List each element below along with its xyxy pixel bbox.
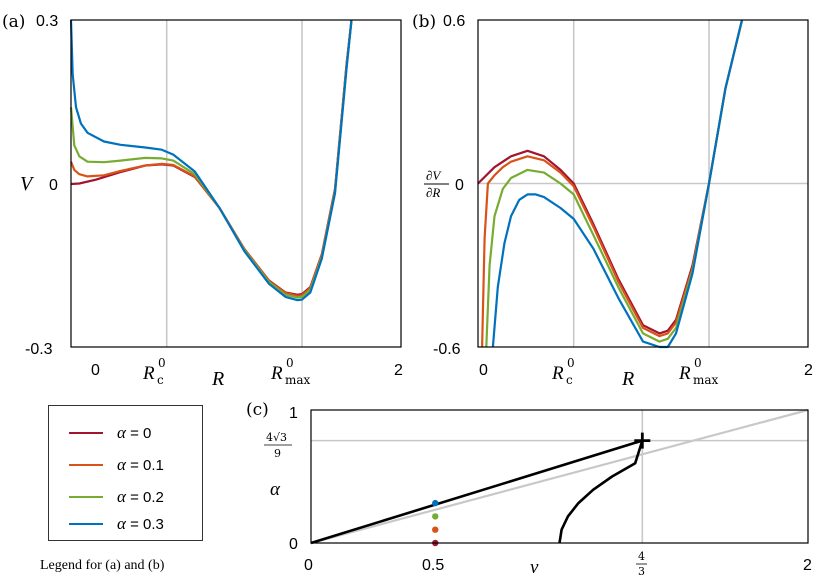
panel-c-xlabel: ν [530,557,539,578]
legend-symbol: α [117,487,126,506]
panel-a-series-alpha-1 [69,19,353,297]
svg-text:4: 4 [638,550,645,563]
panel-b-ylabel: ∂V ∂R [424,168,449,200]
legend-symbol: α [117,423,126,442]
legend-swatch [69,523,103,525]
panel-c-linear-branch [310,439,643,545]
panel-a-ytick-zero: 0 [49,177,58,194]
svg-text:0: 0 [567,356,575,370]
panel-a-xlabel: R [211,368,224,390]
panel-c-xtick-frac: 4 3 [636,550,647,578]
legend-swatch [69,496,103,498]
svg-text:0: 0 [286,356,294,370]
legend-text: = 0 [125,424,152,442]
panel-c-point-alpha-1 [432,526,439,533]
panel-c-curved-branch [558,440,644,544]
svg-text:c: c [157,373,164,387]
panel-a-ytick-top: 0.3 [36,13,58,30]
panel-b-ytick-zero: 0 [455,177,464,194]
legend-text: = 0.2 [125,488,164,506]
panel-b-rc-label: R 0 c [551,356,575,387]
legend-item-alpha-03: α = 0.3 [69,514,164,534]
panel-b-ytick-bottom: -0.6 [433,341,461,358]
panel-c-xtick-2: 2 [803,557,812,574]
panel-b-series-alpha-0 [477,19,744,335]
panel-c-ylabel: α [270,479,281,500]
panel-a-rmax-label: R 0 max [270,356,311,387]
legend-caption: Legend for (a) and (b) [40,558,165,573]
svg-text:R: R [270,363,283,384]
panel-c-point-alpha-2 [432,513,439,520]
legend-swatch [69,432,103,434]
panel-c-ytick-frac: 4√3 9 [264,431,292,460]
svg-text:c: c [566,373,573,387]
legend-item-alpha-0: α = 0 [69,423,151,443]
panel-b-xtick-0: 0 [479,362,488,379]
panel-c-gray-line [310,408,809,545]
panel-a: (a) 0.3 0 -0.3 V 0 2 R R 0 c R 0 max [2,12,403,390]
svg-text:R: R [142,363,155,384]
legend-symbol: α [117,514,126,533]
panel-a-ylabel: V [20,173,35,195]
panel-c-ytick-0: 0 [289,536,298,553]
svg-text:∂V: ∂V [426,168,442,183]
panel-b-axes [477,19,809,348]
legend-item-alpha-02: α = 0.2 [69,487,164,507]
svg-text:max: max [285,373,311,387]
svg-text:3: 3 [638,565,645,578]
panel-b-xtick-2: 2 [804,362,813,379]
legend-text: = 0.3 [125,515,164,533]
panel-a-series-alpha-2 [69,19,353,299]
svg-text:R: R [551,363,564,384]
legend-text: = 0.1 [125,456,164,474]
panel-a-series-alpha-0 [70,19,353,296]
panel-a-label: (a) [2,12,25,32]
panel-c-label: (c) [246,400,269,420]
panel-b: (b) 0.6 0 -0.6 ∂V ∂R 0 2 R R 0 c R 0 max [412,12,813,390]
svg-text:0: 0 [158,356,166,370]
panel-a-axes [70,19,402,348]
svg-text:9: 9 [274,447,281,460]
panel-c-ytick-1: 1 [289,405,298,422]
legend: α = 0 α = 0.1 α = 0.2 α = 0.3 [48,405,203,541]
panel-c-xtick-0: 0 [304,557,313,574]
panel-a-xtick-2: 2 [394,362,403,379]
legend-item-alpha-01: α = 0.1 [69,455,164,475]
panel-c-plus-marker [634,432,651,449]
svg-text:∂R: ∂R [426,185,440,200]
panel-b-xlabel: R [621,368,634,390]
panel-b-series-alpha-3 [491,19,744,349]
panel-b-ytick-top: 0.6 [443,13,465,30]
legend-symbol: α [117,455,126,474]
panel-a-ytick-bottom: -0.3 [25,341,53,358]
panel-b-label: (b) [412,12,436,32]
panel-c-point-alpha-3 [432,499,439,507]
panel-a-xtick-0: 0 [91,362,100,379]
svg-text:0: 0 [694,356,702,370]
panel-a-series-alpha-3 [69,19,353,302]
svg-text:R: R [678,363,691,384]
panel-c-axes [310,409,809,544]
legend-swatch [69,464,103,466]
svg-text:4√3: 4√3 [266,431,287,444]
svg-text:max: max [693,373,719,387]
panel-b-rmax-label: R 0 max [678,356,719,387]
panel-a-rc-label: R 0 c [142,356,166,387]
panel-c: (c) 1 0 4√3 9 α 0 0.5 2 4 3 ν [246,400,812,578]
panel-c-xtick-05: 0.5 [422,557,444,574]
